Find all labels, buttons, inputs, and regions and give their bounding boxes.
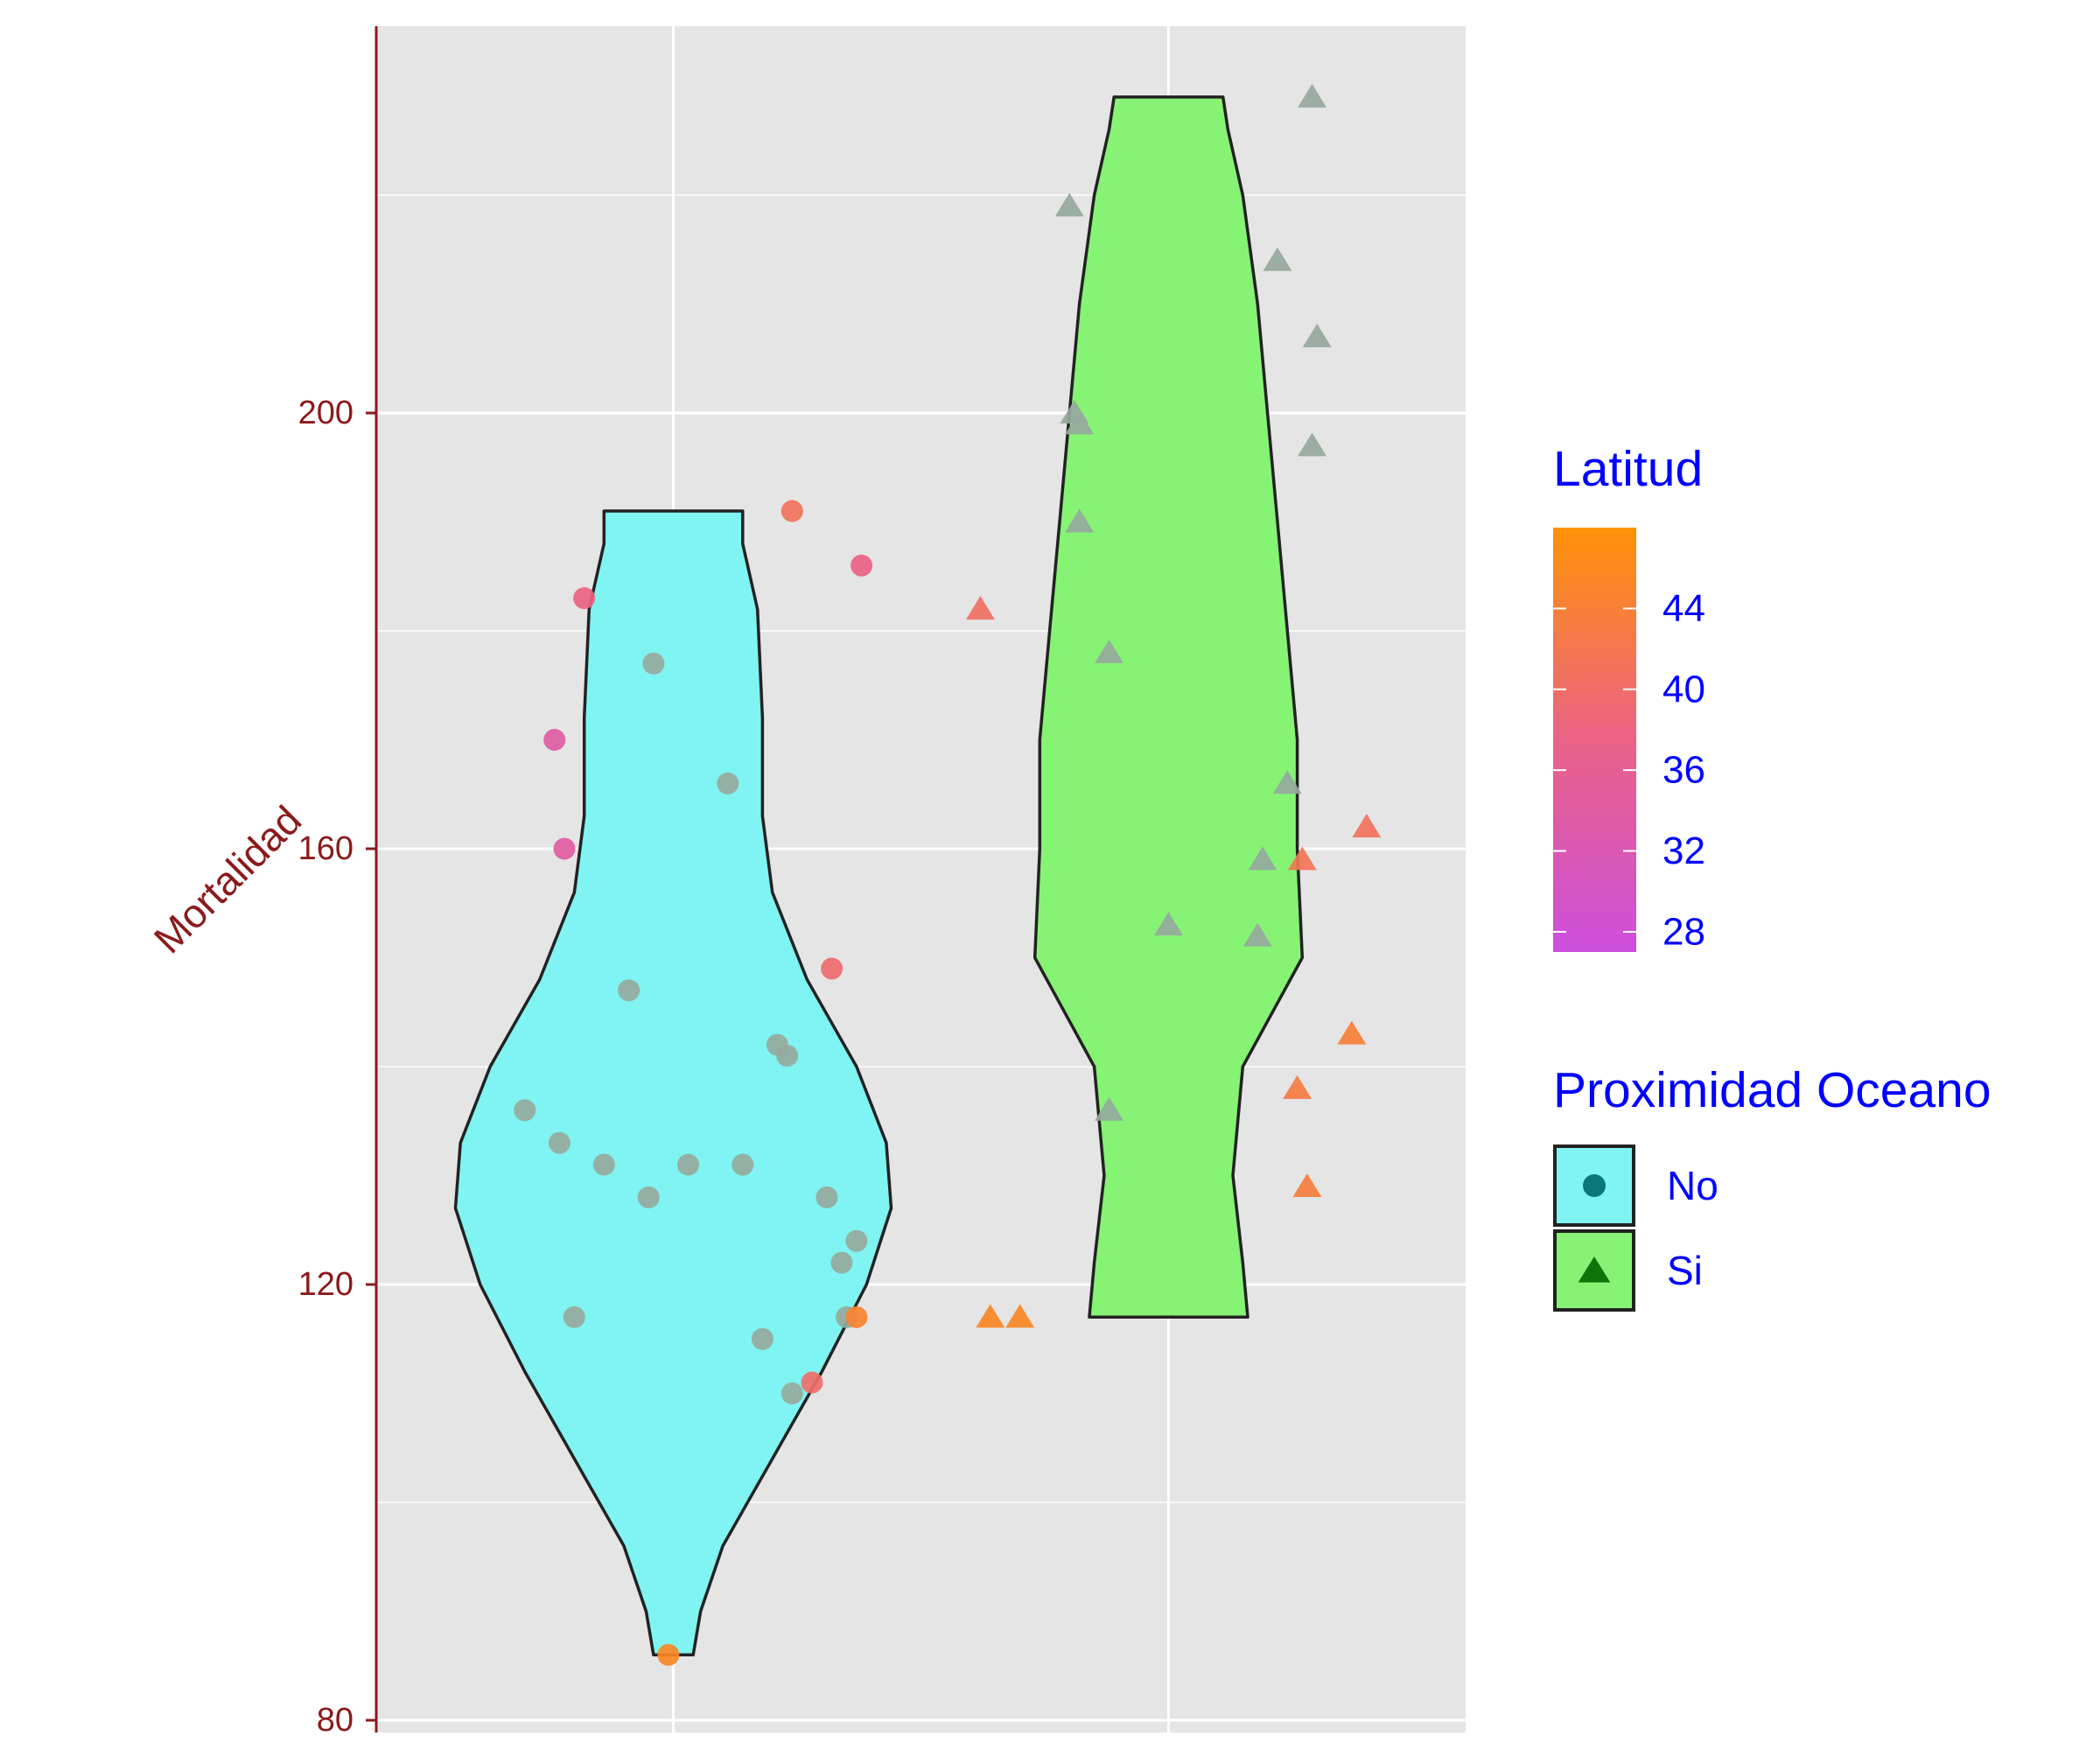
data-point-triangle bbox=[1054, 192, 1084, 217]
data-point-circle bbox=[553, 837, 576, 860]
data-point-circle bbox=[592, 1153, 615, 1176]
violins bbox=[453, 95, 1305, 1657]
data-point-circle bbox=[548, 1131, 570, 1154]
data-point-triangle bbox=[1153, 912, 1183, 936]
y-axis-ticks: 80 120 160 200 bbox=[298, 395, 376, 1739]
data-point-triangle bbox=[1005, 1304, 1035, 1328]
data-point-circle bbox=[657, 1643, 680, 1666]
latitude-legend: Latitud 28 32 36 40 44 bbox=[1553, 441, 1705, 953]
data-point-circle bbox=[850, 554, 873, 577]
data-point-circle bbox=[717, 772, 739, 794]
legend-label-si: Si bbox=[1667, 1248, 1703, 1293]
data-point-triangle bbox=[965, 596, 995, 620]
latitude-colorbar-labels: 28 32 36 40 44 bbox=[1553, 587, 1705, 953]
y-tick-label: 80 bbox=[317, 1702, 354, 1739]
data-point-triangle bbox=[1272, 770, 1302, 794]
data-point-circle bbox=[830, 1251, 853, 1274]
data-points bbox=[514, 83, 1382, 1666]
data-point-circle bbox=[776, 1045, 799, 1068]
data-point-circle bbox=[618, 979, 640, 1002]
colorbar-label: 32 bbox=[1662, 830, 1705, 872]
colorbar-label: 44 bbox=[1662, 587, 1705, 630]
y-tick-label: 160 bbox=[298, 830, 354, 867]
data-point-triangle bbox=[1287, 846, 1317, 871]
data-point-circle bbox=[821, 957, 844, 980]
data-point-circle bbox=[732, 1153, 754, 1176]
violin-no bbox=[453, 509, 893, 1657]
data-point-circle bbox=[573, 587, 596, 610]
data-point-circle bbox=[780, 500, 803, 522]
data-point-triangle bbox=[1095, 639, 1124, 663]
data-point-circle bbox=[637, 1186, 660, 1208]
data-point-triangle bbox=[1248, 846, 1278, 871]
data-point-triangle bbox=[1263, 247, 1292, 271]
data-point-circle bbox=[801, 1371, 823, 1394]
data-point-triangle bbox=[1292, 1172, 1322, 1197]
data-point-circle bbox=[514, 1099, 536, 1122]
data-point-triangle bbox=[1352, 814, 1382, 838]
data-point-circle bbox=[677, 1153, 700, 1176]
y-axis-title: Mortalidad bbox=[145, 797, 311, 962]
colorbar-label: 36 bbox=[1662, 749, 1705, 792]
data-point-circle bbox=[845, 1229, 868, 1252]
data-point-triangle bbox=[1283, 1074, 1312, 1099]
colorbar-label: 28 bbox=[1662, 910, 1705, 953]
plot-background bbox=[376, 26, 1466, 1732]
ocean-proximity-legend-title: Proximidad Oceano bbox=[1553, 1062, 1992, 1118]
data-point-triangle bbox=[1302, 323, 1332, 347]
data-point-triangle bbox=[1242, 922, 1272, 947]
ocean-proximity-legend-items: No Si bbox=[1553, 1144, 1718, 1312]
legend-marker-circle bbox=[1583, 1174, 1606, 1197]
violin-si bbox=[1032, 95, 1305, 1320]
latitude-legend-title: Latitud bbox=[1553, 441, 1703, 497]
data-point-circle bbox=[845, 1306, 868, 1328]
data-point-triangle bbox=[976, 1304, 1005, 1328]
y-tick-label: 200 bbox=[298, 395, 354, 431]
legend-marker-triangle bbox=[1578, 1256, 1611, 1283]
data-point-triangle bbox=[1298, 432, 1327, 457]
data-point-circle bbox=[780, 1382, 803, 1404]
data-point-circle bbox=[642, 652, 665, 675]
data-point-triangle bbox=[1337, 1020, 1367, 1045]
data-point-circle bbox=[816, 1186, 838, 1208]
data-point-triangle bbox=[1298, 83, 1327, 108]
data-point-circle bbox=[563, 1306, 585, 1328]
y-tick-label: 120 bbox=[298, 1266, 354, 1303]
data-point-triangle bbox=[1095, 1096, 1124, 1121]
data-point-circle bbox=[751, 1327, 774, 1350]
data-point-triangle bbox=[1065, 508, 1095, 533]
data-point-triangle bbox=[1065, 410, 1095, 435]
legend-label-no: No bbox=[1667, 1163, 1718, 1208]
ocean-proximity-legend: Proximidad Oceano No Si bbox=[1553, 1062, 1992, 1312]
data-point-circle bbox=[543, 728, 566, 751]
latitude-colorbar bbox=[1553, 528, 1636, 952]
colorbar-label: 40 bbox=[1662, 668, 1705, 710]
